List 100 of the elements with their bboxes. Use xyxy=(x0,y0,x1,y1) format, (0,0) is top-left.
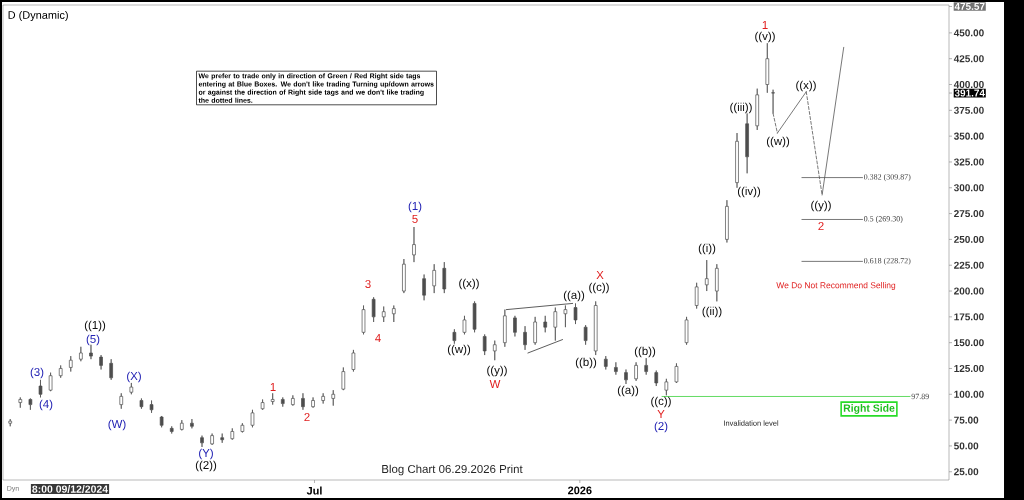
y-tick-label: 475.57 xyxy=(954,3,985,10)
annotation: ((2)) xyxy=(195,460,217,472)
annotation: ((b)) xyxy=(575,357,597,369)
candlestick xyxy=(664,378,669,396)
candlestick xyxy=(331,389,336,406)
candlestick xyxy=(230,428,235,441)
annotation: (4) xyxy=(39,399,53,411)
y-tick-label: 400.00 xyxy=(953,80,984,89)
candlestick xyxy=(250,409,255,428)
candlestick xyxy=(28,398,33,411)
candlestick xyxy=(200,435,204,448)
candlestick xyxy=(321,392,325,404)
candlestick xyxy=(573,303,578,325)
annotation: (2) xyxy=(654,421,668,433)
candlestick xyxy=(180,419,184,431)
text: 8:00 09/12/2024 xyxy=(32,485,109,493)
annotation: 5 xyxy=(412,215,418,223)
candlestick xyxy=(220,433,224,444)
annotation: (5) xyxy=(86,334,100,346)
candlestick xyxy=(402,258,406,294)
y-tick-label: 150.00 xyxy=(954,339,984,347)
y-tick-label: 391.74 xyxy=(954,89,985,97)
annotation: ((c)) xyxy=(589,282,609,294)
annotation: X xyxy=(596,271,604,279)
text: D (Dynamic) xyxy=(8,10,68,22)
candlestick xyxy=(523,325,527,351)
candlestick xyxy=(644,357,648,376)
y-tick-label: 100.00 xyxy=(954,390,984,398)
annotation: (W) xyxy=(108,419,126,431)
candlestick xyxy=(341,367,346,391)
candlestick xyxy=(674,362,679,384)
candlestick xyxy=(563,305,568,328)
candlestick xyxy=(68,355,73,372)
y-tick-label: 275.00 xyxy=(954,210,984,218)
annotation: ((v)) xyxy=(755,31,775,43)
candlestick xyxy=(735,132,739,189)
annotation: (X) xyxy=(127,371,141,383)
annotation: ((i)) xyxy=(698,243,716,255)
candlestick xyxy=(18,397,23,409)
annotation: ((a)) xyxy=(563,290,585,302)
candlestick xyxy=(89,344,93,360)
y-tick-label: 375.00 xyxy=(953,106,984,114)
candlestick xyxy=(8,418,12,427)
annotation: ((x)) xyxy=(459,278,479,290)
candlestick xyxy=(210,433,214,446)
candlestick xyxy=(422,274,426,301)
y-tick-label: 175.00 xyxy=(954,313,984,321)
y-tick-label: 325.00 xyxy=(953,158,984,166)
candlestick xyxy=(624,369,628,385)
candlestick xyxy=(694,282,699,309)
annotation: 1 xyxy=(270,383,276,391)
annotation: (3) xyxy=(30,367,44,379)
y-tick-label: 25.00 xyxy=(954,468,979,476)
annotation: ((w)) xyxy=(447,344,471,356)
y-tick-label: 50.00 xyxy=(954,442,979,450)
candlestick xyxy=(99,354,103,370)
annotation: ((a)) xyxy=(617,385,639,397)
candlestick xyxy=(169,425,174,434)
candlestick xyxy=(109,358,113,381)
candlestick xyxy=(704,259,709,292)
annotation: ((w)) xyxy=(766,136,790,148)
candlestick xyxy=(503,309,507,348)
candlestick xyxy=(452,328,457,345)
candlestick xyxy=(190,418,194,429)
candlestick xyxy=(432,263,436,294)
annotation: ((ii)) xyxy=(702,306,722,318)
candlestick xyxy=(513,315,517,337)
annotation: ((c)) xyxy=(651,396,671,408)
annotation: ((b)) xyxy=(634,346,656,358)
candlestick xyxy=(684,316,689,346)
candlestick xyxy=(482,334,487,356)
candlestick xyxy=(553,307,558,341)
candlestick xyxy=(291,394,295,406)
annotation: ((y)) xyxy=(487,365,507,377)
candlestick xyxy=(58,365,63,379)
annotation: ((iii)) xyxy=(730,102,752,114)
candlestick xyxy=(351,349,356,372)
candlestick xyxy=(725,199,729,243)
annotation: (Y) xyxy=(199,448,213,460)
candlestick xyxy=(48,372,53,392)
candlestick xyxy=(149,400,154,414)
annotation: ((1)) xyxy=(84,320,106,332)
candlestick xyxy=(492,340,497,361)
candlestick xyxy=(381,306,386,323)
candlestick xyxy=(392,305,396,323)
annotation: Right Side xyxy=(843,404,895,414)
candlestick xyxy=(604,355,608,370)
y-tick-label: 425.00 xyxy=(953,55,984,63)
candlestick xyxy=(462,315,467,335)
candlestick xyxy=(533,316,537,346)
annotation: ((iv)) xyxy=(737,186,761,198)
y-tick-label: 350.00 xyxy=(953,132,984,140)
candlestick xyxy=(634,361,638,382)
candlestick xyxy=(442,261,447,294)
annotation: ((y)) xyxy=(811,200,831,212)
candlestick xyxy=(412,226,416,263)
candlestick xyxy=(260,399,265,411)
annotation: 4 xyxy=(375,334,381,342)
candlestick xyxy=(755,88,760,131)
candlestick xyxy=(765,42,770,94)
